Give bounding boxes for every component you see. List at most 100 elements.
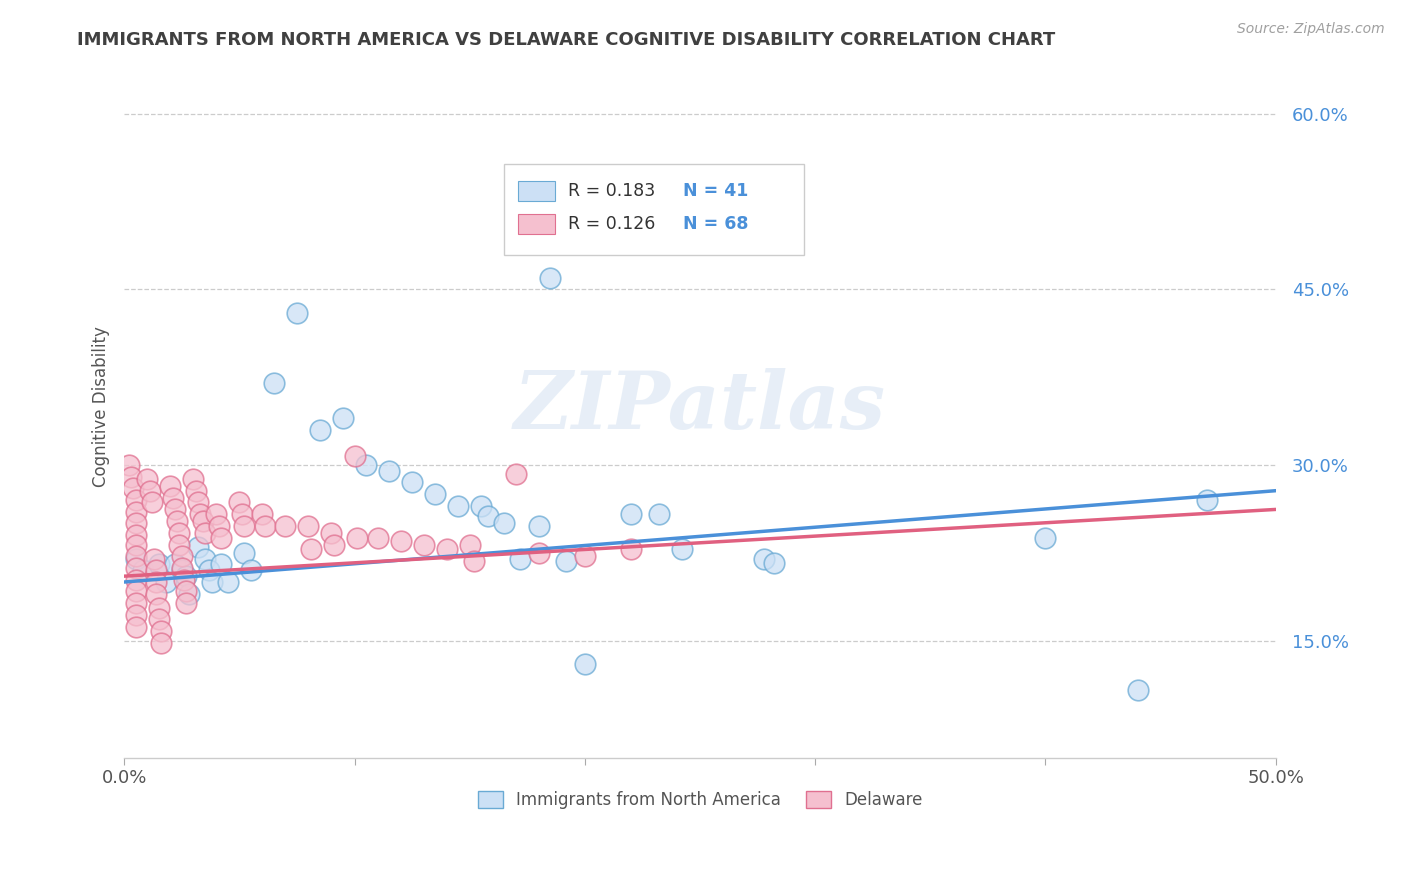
- Point: [181, 472, 204, 486]
- Point: [120, 469, 142, 483]
- Point: [177, 587, 200, 601]
- Point: [125, 505, 148, 519]
- Point: [194, 525, 217, 540]
- Point: [125, 537, 148, 551]
- Point: [188, 507, 211, 521]
- Text: Source: ZipAtlas.com: Source: ZipAtlas.com: [1237, 22, 1385, 37]
- Point: [647, 507, 669, 521]
- Point: [141, 495, 163, 509]
- Point: [1126, 682, 1149, 697]
- Point: [125, 551, 148, 566]
- Point: [118, 458, 141, 472]
- Point: [148, 612, 170, 626]
- Point: [148, 558, 170, 572]
- Point: [470, 499, 492, 513]
- Point: [505, 467, 527, 482]
- Point: [231, 507, 253, 521]
- Point: [122, 481, 145, 495]
- Point: [170, 563, 193, 577]
- Point: [754, 551, 776, 566]
- Point: [343, 449, 366, 463]
- Point: [233, 546, 256, 560]
- Point: [671, 542, 693, 557]
- Point: [125, 549, 148, 564]
- Point: [458, 537, 481, 551]
- Point: [209, 531, 232, 545]
- Point: [125, 561, 148, 575]
- Point: [125, 607, 148, 622]
- Point: [1195, 493, 1218, 508]
- Legend: Immigrants from North America, Delaware: Immigrants from North America, Delaware: [471, 785, 929, 816]
- Point: [162, 491, 184, 505]
- Point: [285, 306, 308, 320]
- Point: [166, 514, 188, 528]
- Point: [309, 423, 332, 437]
- Point: [538, 270, 561, 285]
- Point: [299, 542, 322, 557]
- Point: [509, 551, 531, 566]
- Point: [201, 574, 224, 589]
- Point: [159, 479, 181, 493]
- Point: [191, 514, 214, 528]
- Point: [620, 507, 643, 521]
- Text: N = 68: N = 68: [683, 215, 748, 233]
- Point: [620, 542, 643, 557]
- Point: [150, 624, 173, 639]
- Point: [252, 507, 274, 521]
- Point: [527, 518, 550, 533]
- Point: [131, 563, 153, 577]
- Text: IMMIGRANTS FROM NORTH AMERICA VS DELAWARE COGNITIVE DISABILITY CORRELATION CHART: IMMIGRANTS FROM NORTH AMERICA VS DELAWAR…: [77, 31, 1056, 49]
- Point: [253, 518, 276, 533]
- FancyBboxPatch shape: [505, 164, 804, 255]
- Point: [170, 549, 193, 564]
- Point: [239, 563, 262, 577]
- Y-axis label: Cognitive Disability: Cognitive Disability: [93, 326, 110, 487]
- Point: [217, 574, 239, 589]
- Point: [574, 549, 596, 564]
- Point: [412, 537, 434, 551]
- Text: R = 0.126: R = 0.126: [568, 215, 655, 233]
- Point: [145, 587, 167, 601]
- Point: [125, 493, 148, 508]
- Point: [176, 569, 198, 583]
- Point: [555, 554, 578, 568]
- Point: [378, 464, 401, 478]
- Point: [163, 558, 186, 572]
- Point: [169, 537, 191, 551]
- Point: [389, 534, 412, 549]
- Point: [762, 556, 785, 570]
- Point: [436, 542, 458, 557]
- Point: [527, 546, 550, 560]
- Point: [145, 574, 167, 589]
- Point: [322, 537, 344, 551]
- Point: [205, 507, 228, 521]
- Text: N = 41: N = 41: [683, 182, 748, 200]
- Point: [477, 509, 499, 524]
- Point: [187, 540, 209, 554]
- Point: [170, 561, 193, 575]
- Point: [346, 531, 368, 545]
- Point: [150, 636, 173, 650]
- Point: [463, 554, 485, 568]
- Point: [148, 600, 170, 615]
- Bar: [517, 181, 555, 201]
- Point: [367, 531, 389, 545]
- Point: [297, 518, 319, 533]
- Point: [145, 563, 167, 577]
- Point: [1035, 531, 1057, 545]
- Point: [173, 573, 195, 587]
- Point: [163, 502, 186, 516]
- Point: [274, 518, 297, 533]
- Point: [155, 574, 177, 589]
- Point: [125, 516, 148, 531]
- Point: [176, 584, 198, 599]
- Point: [233, 518, 256, 533]
- Text: ZIPatlas: ZIPatlas: [515, 368, 886, 445]
- Point: [332, 411, 354, 425]
- Point: [494, 516, 516, 531]
- Point: [125, 528, 148, 542]
- Point: [447, 499, 470, 513]
- Point: [136, 472, 159, 486]
- Point: [176, 596, 198, 610]
- Point: [574, 657, 596, 671]
